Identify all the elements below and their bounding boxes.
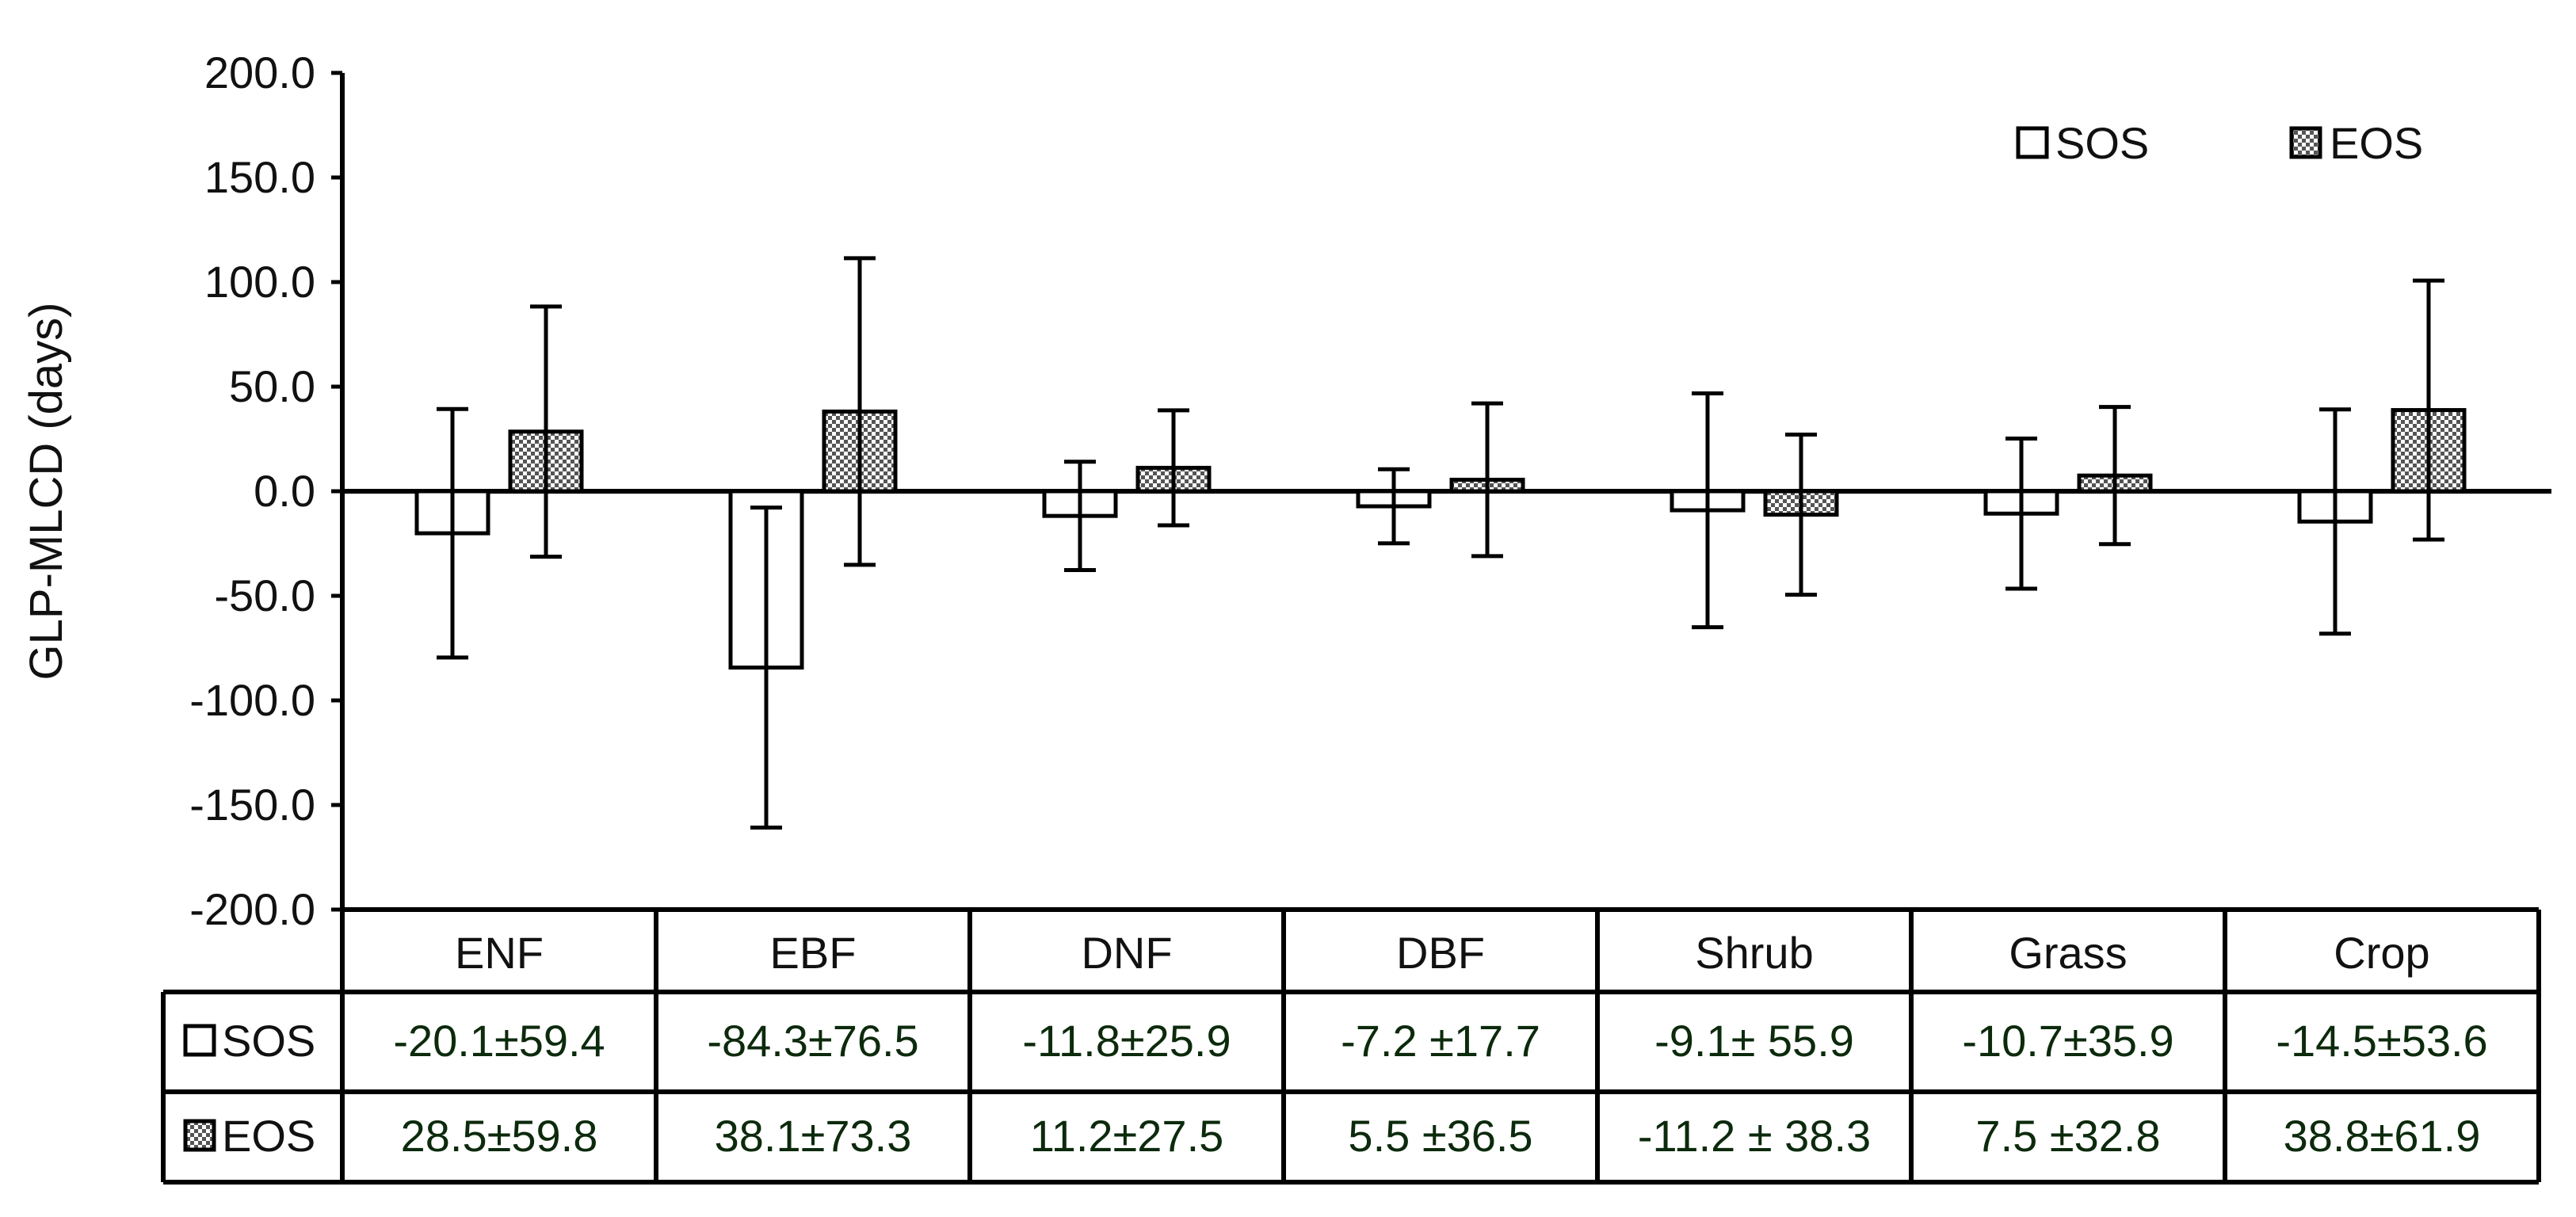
- table-cell: 11.2±27.5: [1030, 1111, 1224, 1161]
- table-cell: -11.8±25.9: [1022, 1016, 1231, 1066]
- y-tick-label: -200.0: [189, 884, 315, 934]
- table-text: ENF EBF DNF DBF Shrub Grass Crop SOS -20.1±59.4 -…: [183, 928, 2488, 1161]
- table-cell: 28.5±59.8: [401, 1111, 598, 1161]
- table-cell: 7.5 ±32.8: [1975, 1111, 2160, 1161]
- y-tick-label: 150.0: [204, 152, 315, 202]
- table-cell: 5.5 ±36.5: [1348, 1111, 1532, 1161]
- category-label: Grass: [2009, 928, 2127, 978]
- table-cell: 38.8±61.9: [2284, 1111, 2481, 1161]
- category-label: Shrub: [1695, 928, 1813, 978]
- y-ticks: 200.0 150.0 100.0 50.0 0.0 -50.0 -100.0 -150.0 -…: [189, 48, 342, 934]
- error-bars: [437, 256, 2444, 830]
- category-label: DNF: [1081, 928, 1172, 978]
- legend-label-sos: SOS: [2055, 118, 2149, 168]
- row-label-eos: EOS: [222, 1111, 315, 1161]
- category-label: DBF: [1396, 928, 1485, 978]
- row-swatch-eos: [183, 1119, 216, 1152]
- table-cell: -10.7±35.9: [1962, 1016, 2173, 1066]
- y-tick-label: 0.0: [254, 466, 315, 516]
- table-cell: -20.1±59.4: [393, 1016, 605, 1066]
- y-axis-title: GLP-MLCD (days): [21, 303, 72, 681]
- legend-swatch-eos: [2289, 126, 2322, 159]
- y-tick-label: 100.0: [204, 257, 315, 307]
- table-cell: -84.3±76.5: [707, 1016, 918, 1066]
- y-tick-label: 50.0: [229, 361, 315, 411]
- table-cell: -7.2 ±17.7: [1341, 1016, 1540, 1066]
- legend-swatch-sos: [2016, 126, 2049, 159]
- bars: [414, 408, 2467, 670]
- category-label: EBF: [770, 928, 857, 978]
- legend-item-sos: SOS: [2016, 118, 2149, 168]
- y-tick-label: -100.0: [189, 675, 315, 725]
- table-cell: 38.1±73.3: [715, 1111, 912, 1161]
- table-cell: -11.2 ± 38.3: [1638, 1111, 1871, 1161]
- y-tick-label: 200.0: [204, 48, 315, 97]
- category-label: ENF: [455, 928, 544, 978]
- legend: SOS EOS: [2016, 118, 2423, 168]
- table-cell: -9.1± 55.9: [1654, 1016, 1854, 1066]
- legend-label-eos: EOS: [2330, 118, 2423, 168]
- table-cell: -14.5±53.6: [2276, 1016, 2487, 1066]
- row-label-sos: SOS: [222, 1016, 315, 1066]
- legend-item-eos: EOS: [2289, 118, 2423, 168]
- row-swatch-sos: [183, 1024, 216, 1057]
- category-label: Crop: [2334, 928, 2429, 978]
- y-tick-label: -150.0: [189, 780, 315, 830]
- table-grid: [161, 907, 2541, 1185]
- y-tick-label: -50.0: [214, 570, 315, 620]
- data-table: ENF EBF DNF DBF Shrub Grass Crop SOS -20.1±59.4 -…: [161, 907, 2541, 1185]
